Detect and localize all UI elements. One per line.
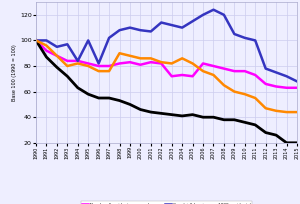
Legend: Nombre d'accidents corporels, Total des décédés et blessés graves, Gravité (bles: Nombre d'accidents corporels, Total des … [80, 201, 253, 204]
Y-axis label: Base 100 (1990 = 100): Base 100 (1990 = 100) [12, 44, 17, 101]
